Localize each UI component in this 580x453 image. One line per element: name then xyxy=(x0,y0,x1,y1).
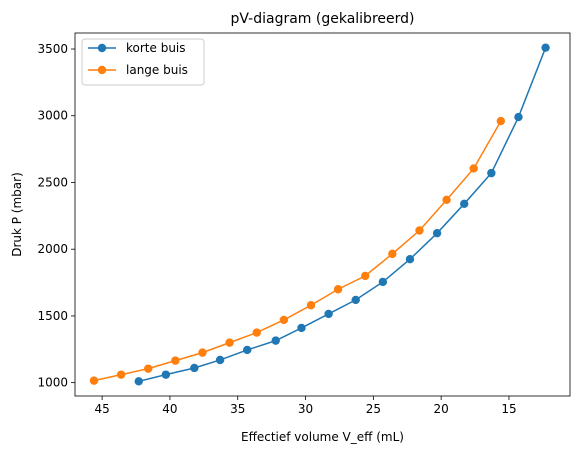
data-point-korte-buis xyxy=(541,43,550,52)
data-point-lange-buis xyxy=(144,364,153,373)
data-point-lange-buis xyxy=(442,195,451,205)
data-point-korte-buis xyxy=(405,255,415,264)
x-axis-label: Effectief volume V_eff (mL) xyxy=(241,430,404,444)
legend-entry-lange-buis: lange buis xyxy=(88,63,188,77)
data-point-lange-buis xyxy=(361,271,370,281)
x-tick-label: 35 xyxy=(230,402,245,416)
series-line-korte-buis xyxy=(138,47,547,383)
data-point-korte-buis xyxy=(324,309,333,319)
x-tick-label: 15 xyxy=(501,402,516,416)
data-point-korte-buis xyxy=(432,228,442,238)
data-point-lange-buis xyxy=(252,328,261,337)
data-point-korte-buis xyxy=(487,168,496,178)
data-point-lange-buis xyxy=(469,164,478,173)
data-point-lange-buis xyxy=(388,249,397,259)
x-tick-label: 45 xyxy=(94,402,109,416)
y-tick-label: 1500 xyxy=(37,309,68,323)
data-point-lange-buis xyxy=(333,285,343,294)
legend: korte buis lange buis xyxy=(81,38,205,86)
legend-box xyxy=(81,38,205,86)
series-korte-buis xyxy=(134,43,550,386)
data-point-korte-buis xyxy=(161,370,171,379)
data-point-lange-buis xyxy=(496,116,506,126)
legend-marker xyxy=(97,65,107,75)
chart-title: pV-diagram (gekalibreerd) xyxy=(231,11,415,27)
legend-entry-korte-buis: korte buis xyxy=(88,41,186,55)
data-point-korte-buis xyxy=(514,112,523,122)
data-point-lange-buis xyxy=(198,348,207,357)
data-point-lange-buis xyxy=(306,301,316,310)
x-tick-label: 25 xyxy=(366,402,381,416)
y-tick-label: 1000 xyxy=(37,376,68,390)
data-point-lange-buis xyxy=(116,370,126,379)
plot-frame xyxy=(74,32,571,397)
y-axis: 1000 1500 2000 2500 3000 3500 xyxy=(37,42,75,390)
series-layer xyxy=(89,43,550,386)
data-point-korte-buis xyxy=(297,323,306,333)
legend-label: lange buis xyxy=(126,63,188,77)
y-tick-label: 2500 xyxy=(37,175,68,189)
y-axis-label: Druk P (mbar) xyxy=(10,172,24,257)
x-tick-label: 30 xyxy=(298,402,313,416)
data-point-lange-buis xyxy=(415,226,424,235)
legend-marker xyxy=(97,43,107,53)
data-point-lange-buis xyxy=(171,356,180,365)
x-axis: 45 40 35 30 25 20 15 xyxy=(94,396,517,416)
data-point-korte-buis xyxy=(460,199,469,209)
y-tick-label: 3500 xyxy=(37,42,68,56)
x-tick-label: 20 xyxy=(434,402,449,416)
data-point-korte-buis xyxy=(190,363,199,373)
data-point-korte-buis xyxy=(271,336,280,345)
data-point-korte-buis xyxy=(351,295,360,305)
data-point-korte-buis xyxy=(134,377,143,386)
x-tick-label: 40 xyxy=(162,402,177,416)
data-point-lange-buis xyxy=(279,315,289,325)
series-lange-buis xyxy=(89,116,506,385)
data-point-korte-buis xyxy=(215,355,225,365)
data-point-korte-buis xyxy=(243,345,252,355)
data-point-lange-buis xyxy=(89,376,99,385)
data-point-korte-buis xyxy=(378,277,388,287)
series-line-lange-buis xyxy=(93,120,502,382)
y-tick-label: 2000 xyxy=(37,242,68,256)
legend-label: korte buis xyxy=(126,41,186,55)
data-point-lange-buis xyxy=(225,338,234,347)
y-tick-label: 3000 xyxy=(37,109,68,123)
plot-area xyxy=(75,33,570,396)
